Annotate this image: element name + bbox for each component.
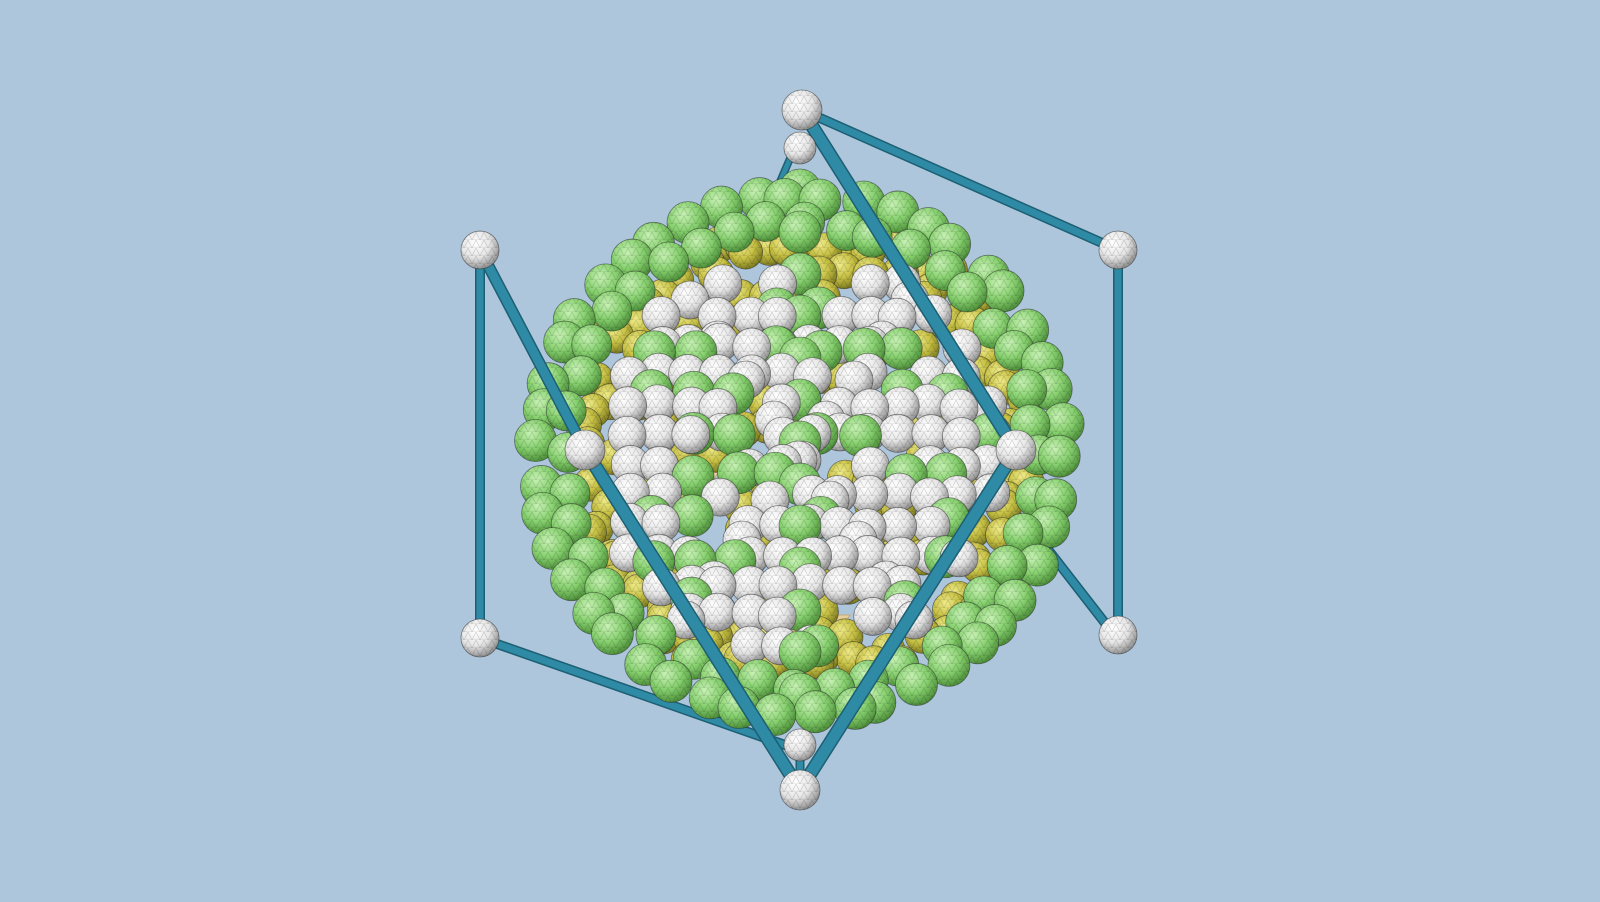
white-ball bbox=[608, 386, 648, 426]
white-ball bbox=[610, 445, 650, 484]
white-ball bbox=[779, 769, 821, 811]
green-ball bbox=[670, 494, 714, 538]
green-ball bbox=[550, 558, 593, 602]
white-ball bbox=[850, 264, 890, 303]
white-ball bbox=[698, 592, 737, 632]
white-ball bbox=[1098, 615, 1138, 655]
green-ball bbox=[956, 621, 1000, 665]
white-ball bbox=[730, 565, 770, 605]
green-ball bbox=[879, 327, 923, 370]
green-ball bbox=[1006, 369, 1048, 411]
white-ball bbox=[783, 728, 817, 762]
green-ball bbox=[778, 210, 822, 254]
white-ball bbox=[703, 264, 743, 304]
green-ball bbox=[680, 227, 722, 269]
white-ball bbox=[783, 131, 817, 165]
white-ball bbox=[730, 625, 770, 665]
green-ball bbox=[1002, 512, 1044, 554]
green-ball bbox=[610, 238, 654, 282]
green-ball bbox=[1041, 402, 1085, 446]
white-ball bbox=[638, 384, 677, 424]
white-ball bbox=[1098, 230, 1138, 270]
green-ball bbox=[839, 414, 882, 457]
white-ball bbox=[460, 230, 500, 270]
white-ball bbox=[641, 296, 681, 335]
green-ball bbox=[778, 504, 822, 548]
white-ball bbox=[851, 446, 890, 486]
green-ball bbox=[778, 630, 822, 674]
white-ball bbox=[757, 596, 797, 636]
white-ball bbox=[732, 327, 772, 367]
white-ball bbox=[911, 414, 951, 453]
green-ball bbox=[927, 644, 971, 687]
green-ball bbox=[561, 355, 602, 397]
white-ball bbox=[911, 506, 951, 545]
green-ball bbox=[671, 455, 715, 498]
green-ball bbox=[986, 545, 1028, 586]
white-ball bbox=[853, 597, 893, 636]
white-ball bbox=[641, 503, 681, 543]
front-struts bbox=[474, 103, 1023, 797]
white-ball bbox=[460, 618, 500, 658]
white-ball bbox=[607, 415, 647, 455]
green-ball bbox=[946, 271, 988, 313]
ball-cluster bbox=[514, 168, 1085, 737]
green-ball bbox=[745, 201, 787, 242]
strut bbox=[475, 245, 590, 455]
strut-nodes bbox=[460, 89, 1138, 811]
green-ball bbox=[981, 269, 1025, 313]
strut bbox=[794, 444, 1022, 796]
green-ball bbox=[1015, 543, 1059, 587]
green-ball bbox=[514, 419, 557, 462]
green-ball bbox=[1037, 434, 1081, 478]
green-ball bbox=[712, 413, 756, 457]
green-ball bbox=[648, 241, 690, 283]
white-ball bbox=[822, 565, 862, 605]
green-ball bbox=[713, 211, 755, 253]
white-ball bbox=[640, 413, 680, 453]
white-ball bbox=[757, 296, 797, 336]
green-ball bbox=[591, 290, 633, 332]
green-ball bbox=[793, 690, 837, 734]
strut bbox=[796, 104, 1022, 456]
green-ball bbox=[895, 663, 938, 706]
green-ball bbox=[649, 659, 693, 703]
green-ball bbox=[531, 527, 575, 570]
green-ball bbox=[571, 324, 613, 366]
white-ball bbox=[564, 429, 606, 471]
white-ball bbox=[821, 296, 861, 335]
white-ball bbox=[995, 429, 1037, 471]
white-ball bbox=[671, 415, 711, 455]
green-ball bbox=[591, 612, 634, 656]
strut bbox=[798, 106, 1122, 254]
white-ball bbox=[878, 413, 918, 453]
white-ball bbox=[941, 417, 981, 456]
white-ball bbox=[939, 388, 979, 428]
white-ball bbox=[781, 89, 823, 131]
strut bbox=[579, 444, 806, 796]
